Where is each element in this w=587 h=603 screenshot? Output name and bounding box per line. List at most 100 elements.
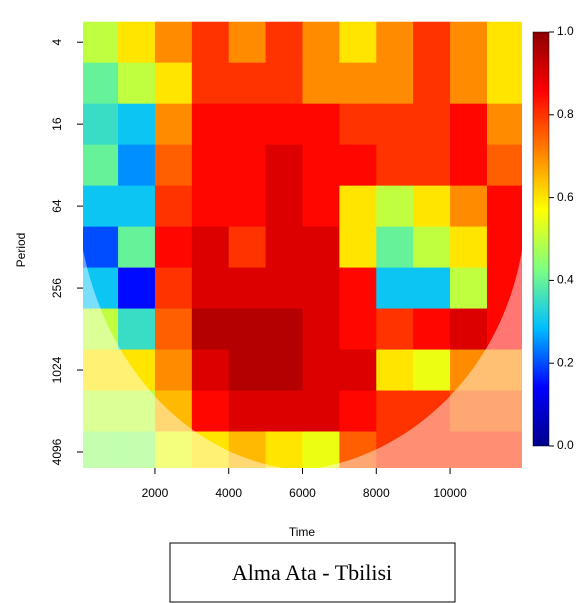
heatmap-cell (83, 185, 119, 228)
heatmap-cell (486, 349, 522, 392)
heatmap-cell (376, 185, 414, 228)
heatmap-cell (83, 390, 119, 432)
heatmap-cell (83, 21, 119, 64)
heatmap-cell (154, 185, 193, 228)
heatmap-cell (450, 103, 488, 146)
heatmap-cell (376, 308, 414, 351)
colorbar-tick-label: 0.0 (557, 438, 574, 452)
heatmap-cell (413, 103, 451, 146)
heatmap-cell (376, 21, 414, 64)
heatmap-cell (486, 21, 522, 64)
heatmap-cell (265, 349, 303, 392)
heatmap-cell (83, 349, 119, 392)
heatmap-cell (191, 431, 230, 468)
heatmap-cell (486, 226, 522, 269)
heatmap-cell (191, 103, 230, 146)
heatmap-cell (228, 144, 267, 187)
heatmap-cell (302, 308, 340, 351)
heatmap-cell (413, 185, 451, 228)
heatmap-cell (83, 308, 119, 351)
heatmap-cell (376, 226, 414, 269)
heatmap-cell (154, 349, 193, 392)
heatmap-cell (228, 431, 267, 468)
heatmap-cell (118, 144, 156, 187)
heatmap-cell (302, 185, 340, 228)
heatmap-cell (265, 390, 303, 432)
heatmap-cell (376, 103, 414, 146)
heatmap-cell (413, 62, 451, 105)
heatmap-cell (191, 226, 230, 269)
heatmap-cell (265, 185, 303, 228)
heatmap-cell (486, 185, 522, 228)
heatmap-cell (486, 103, 522, 146)
heatmap-cell (413, 308, 451, 351)
heatmap-cell (339, 308, 377, 351)
heatmap-cell (302, 267, 340, 310)
heatmap-cell (83, 103, 119, 146)
heatmap-cell (486, 308, 522, 351)
coi-left (83, 250, 284, 468)
heatmap-cell (83, 431, 119, 468)
heatmap-cell (302, 21, 340, 64)
colorbar-tick-label: 0.8 (557, 107, 574, 121)
heatmap-cell (376, 431, 414, 468)
heatmap-cell (191, 185, 230, 228)
y-tick-label: 1024 (50, 356, 64, 383)
heatmap-cell (154, 267, 193, 310)
heatmap-cell (413, 144, 451, 187)
heatmap-cell (339, 21, 377, 64)
heatmap-cell (339, 267, 377, 310)
cone-of-influence (83, 250, 522, 468)
heatmap-cell (450, 185, 488, 228)
heatmap-cell (228, 308, 267, 351)
heatmap-cell (302, 62, 340, 105)
y-tick-label: 4 (50, 39, 64, 46)
x-tick-label: 10000 (433, 486, 467, 500)
caption: Alma Ata - Tbilisi (232, 560, 392, 585)
heatmap-cell (118, 226, 156, 269)
colorbar (532, 31, 550, 447)
heatmap-cell (228, 349, 267, 392)
y-tick-label: 16 (50, 117, 64, 131)
heatmap-cell (413, 267, 451, 310)
heatmap-cell (339, 62, 377, 105)
heatmap-cell (265, 62, 303, 105)
heatmap-cell (228, 390, 267, 432)
y-axis-label: Period (14, 233, 28, 268)
heatmap-cell (83, 267, 119, 310)
heatmap-cell (191, 21, 230, 64)
colorbar-tick-label: 1.0 (557, 24, 574, 38)
heatmap-cell (486, 431, 522, 468)
heatmap-cell (450, 431, 488, 468)
heatmap-cell (154, 308, 193, 351)
y-tick-label: 4096 (50, 438, 64, 465)
heatmap-cell (376, 349, 414, 392)
heatmap-cell (118, 103, 156, 146)
x-tick-label: 4000 (215, 486, 242, 500)
heatmap-cell (118, 390, 156, 432)
colorbar-tick-label: 0.2 (557, 355, 574, 369)
heatmap (83, 21, 522, 468)
heatmap-cell (118, 62, 156, 105)
heatmap-cell (154, 144, 193, 187)
heatmap-cell (154, 226, 193, 269)
heatmap-cell (376, 62, 414, 105)
heatmap-cell (154, 431, 193, 468)
heatmap-cell (83, 144, 119, 187)
heatmap-cell (118, 267, 156, 310)
heatmap-cell (486, 267, 522, 310)
heatmap-cell (154, 21, 193, 64)
y-tick-label: 256 (50, 278, 64, 298)
x-tick-label: 8000 (363, 486, 390, 500)
heatmap-cell (118, 21, 156, 64)
heatmap-cell (413, 21, 451, 64)
heatmap-cell (413, 431, 451, 468)
heatmap-cell (450, 308, 488, 351)
heatmap-cell (302, 144, 340, 187)
heatmap-cell (450, 390, 488, 432)
heatmap-cell (302, 431, 340, 468)
x-axis-label: Time (289, 525, 316, 539)
heatmap-cell (450, 21, 488, 64)
heatmap-cell (413, 226, 451, 269)
heatmap-cell (486, 390, 522, 432)
